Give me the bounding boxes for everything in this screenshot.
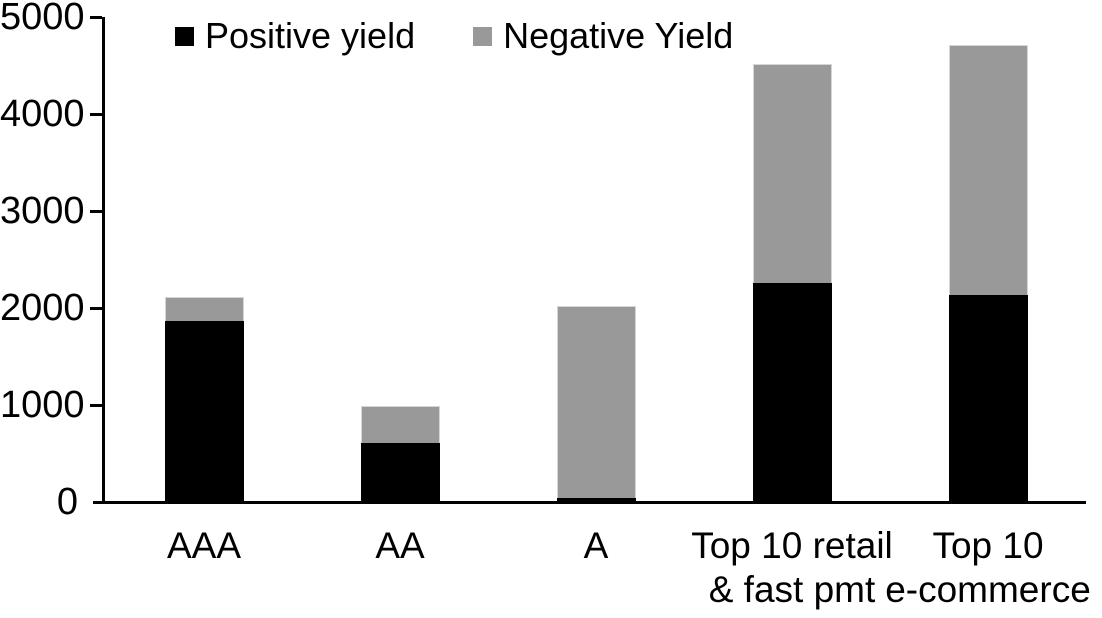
y-axis-tick [90,16,102,19]
x-category-label: A [436,524,756,568]
legend-item-negative-yield: Negative Yield [473,18,733,54]
bar-negative-segment [556,306,636,499]
bar-positive-segment [164,320,244,502]
y-axis-tick-label: 5000 [0,0,85,38]
x-category-label-line: e-commerce [885,569,1091,610]
x-category-label-line: Top 10 [932,525,1044,566]
bar-positive-segment [556,498,636,502]
legend-label-negative-yield: Negative Yield [503,15,734,56]
x-category-label-line: AA [375,525,425,566]
bar-positive-segment [752,282,832,502]
bar-negative-segment [948,45,1028,296]
x-category-label: Top 10 e-commerce [828,524,1102,612]
chart-legend: Positive yield Negative Yield [175,18,733,54]
x-category-label: AAA [44,524,364,568]
y-axis-tick-label: 4000 [0,93,85,135]
legend-item-positive-yield: Positive yield [175,18,415,54]
y-axis [102,17,105,503]
y-axis-tick [90,113,102,116]
y-axis-tick-label: 1000 [0,384,85,426]
y-axis-tick-label: 3000 [0,190,85,232]
bar-positive-segment [948,295,1028,502]
bar-negative-segment [164,297,244,321]
bar-negative-segment [360,405,440,443]
x-category-label: Top 10 retail & fast pmt [632,524,952,612]
x-category-label: AA [240,524,560,568]
y-axis-tick-label: 0 [56,481,78,523]
negative-yield-swatch-icon [473,26,493,46]
bar-positive-segment [360,442,440,502]
x-category-label-line: A [583,525,609,566]
x-category-label-line: Top 10 retail [691,525,893,566]
bar-negative-segment [752,63,832,283]
x-axis [93,501,1086,504]
legend-label-positive-yield: Positive yield [205,15,416,56]
x-category-label-line: & fast pmt [708,569,876,610]
y-axis-tick-label: 2000 [0,287,85,329]
y-axis-tick [90,210,102,213]
y-axis-tick [90,404,102,407]
x-category-label-line: AAA [166,525,242,566]
y-axis-tick [90,307,102,310]
positive-yield-swatch-icon [175,26,194,46]
